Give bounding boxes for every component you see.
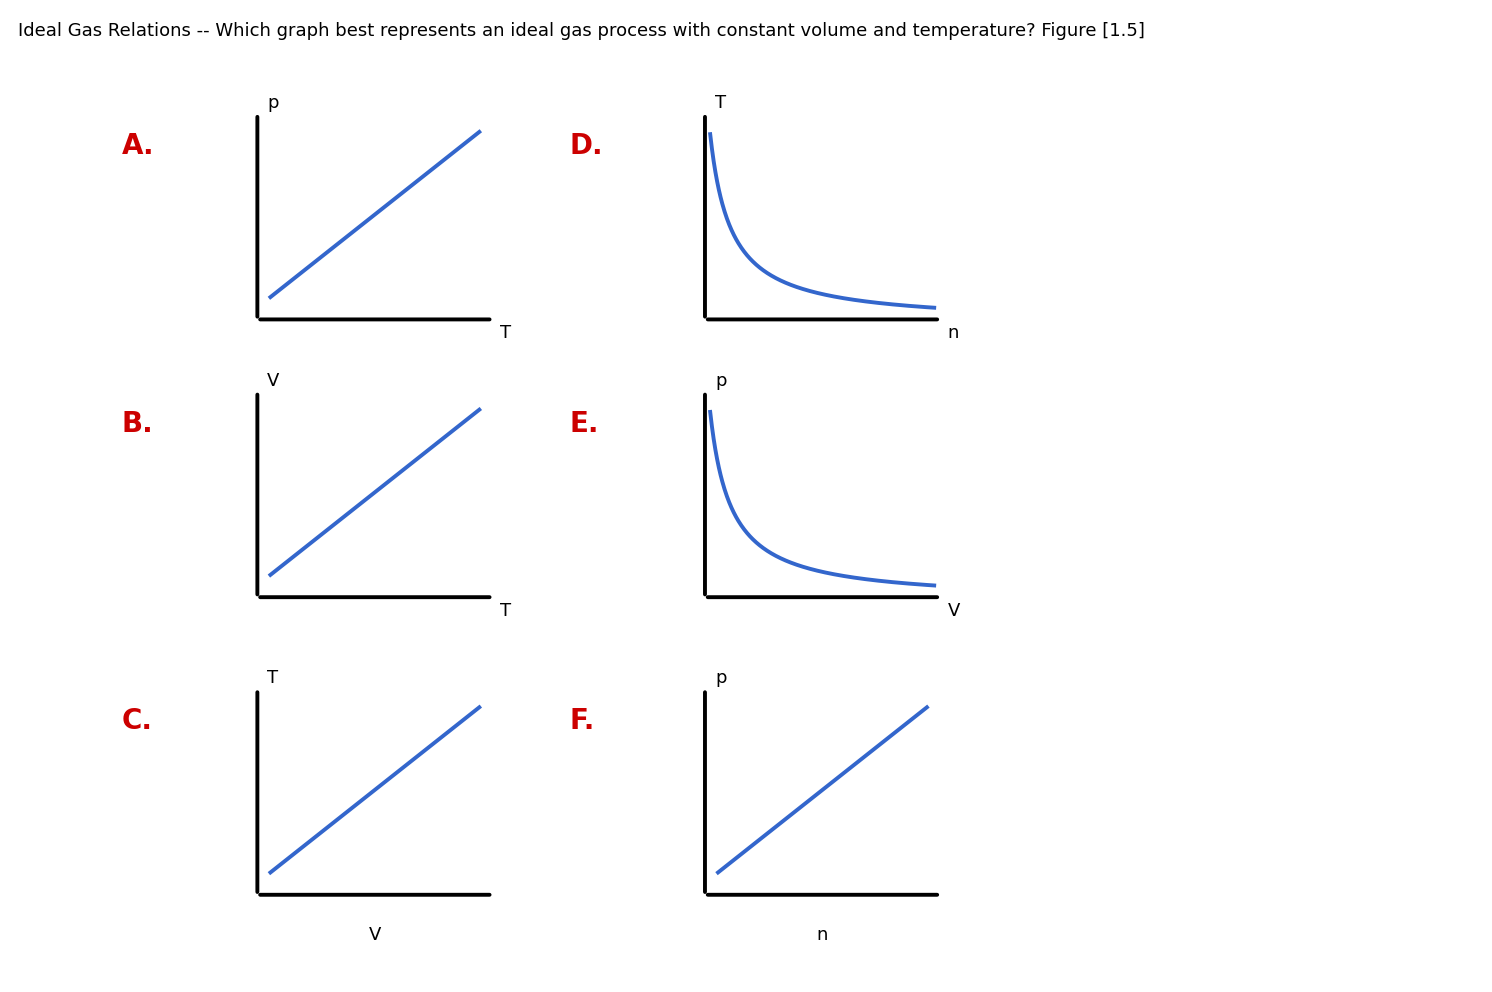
Text: C.: C. bbox=[122, 707, 152, 735]
Text: D.: D. bbox=[570, 132, 603, 160]
Text: F.: F. bbox=[570, 707, 595, 735]
Text: V: V bbox=[267, 372, 279, 390]
Text: T: T bbox=[715, 94, 727, 112]
Text: Ideal Gas Relations -- Which graph best represents an ideal gas process with con: Ideal Gas Relations -- Which graph best … bbox=[18, 22, 1144, 40]
Text: T: T bbox=[500, 601, 512, 620]
Text: p: p bbox=[715, 372, 727, 390]
Text: E.: E. bbox=[570, 410, 598, 437]
Text: p: p bbox=[715, 670, 727, 687]
Text: V: V bbox=[369, 927, 380, 944]
Text: p: p bbox=[267, 94, 279, 112]
Text: n: n bbox=[816, 927, 828, 944]
Text: T: T bbox=[267, 670, 279, 687]
Text: B.: B. bbox=[122, 410, 154, 437]
Text: T: T bbox=[500, 323, 512, 342]
Text: n: n bbox=[947, 323, 959, 342]
Text: A.: A. bbox=[122, 132, 154, 160]
Text: V: V bbox=[947, 601, 961, 620]
